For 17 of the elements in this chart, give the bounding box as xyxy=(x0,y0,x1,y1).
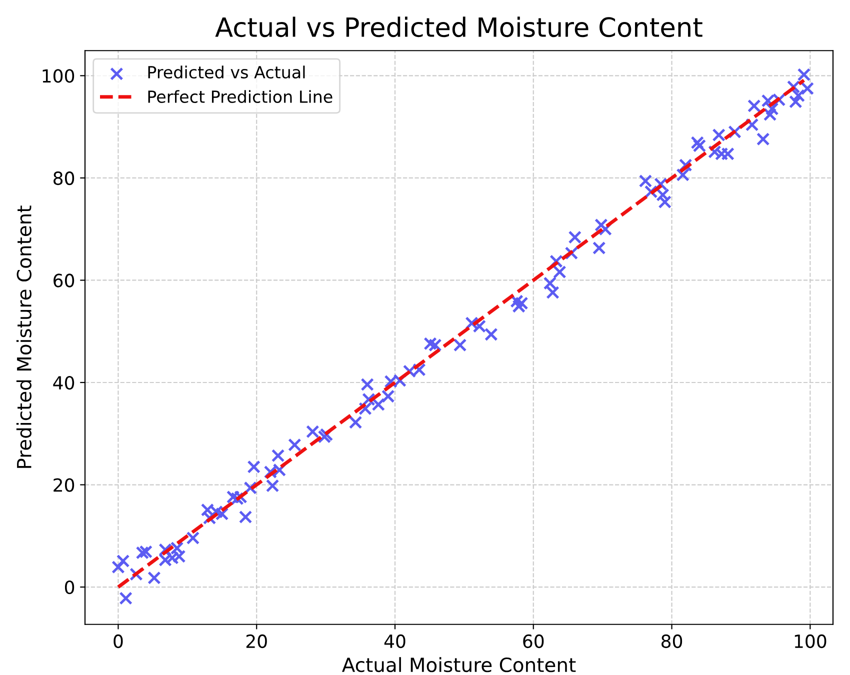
legend-label: Perfect Prediction Line xyxy=(148,90,332,103)
legend-label: Predicted vs Actual xyxy=(148,66,305,79)
x-tick-label: 100 xyxy=(794,634,826,648)
chart-title: Actual vs Predicted Moisture Content xyxy=(215,16,702,38)
y-tick-label: 60 xyxy=(54,274,74,288)
y-tick-label: 100 xyxy=(42,69,74,83)
y-tick-label: 0 xyxy=(64,580,74,594)
x-tick-label: 60 xyxy=(523,634,544,648)
x-axis-title: Actual Moisture Content xyxy=(342,657,576,672)
x-tick-label: 40 xyxy=(384,634,406,648)
y-tick-label: 40 xyxy=(53,376,74,390)
x-tick-label: 20 xyxy=(246,634,267,648)
y-axis-title: Predicted Moisture Content xyxy=(16,206,32,468)
y-tick-label: 20 xyxy=(54,478,74,492)
x-tick-label: 80 xyxy=(662,634,682,648)
x-tick-label: 0 xyxy=(114,634,123,648)
y-tick-label: 80 xyxy=(54,171,74,186)
